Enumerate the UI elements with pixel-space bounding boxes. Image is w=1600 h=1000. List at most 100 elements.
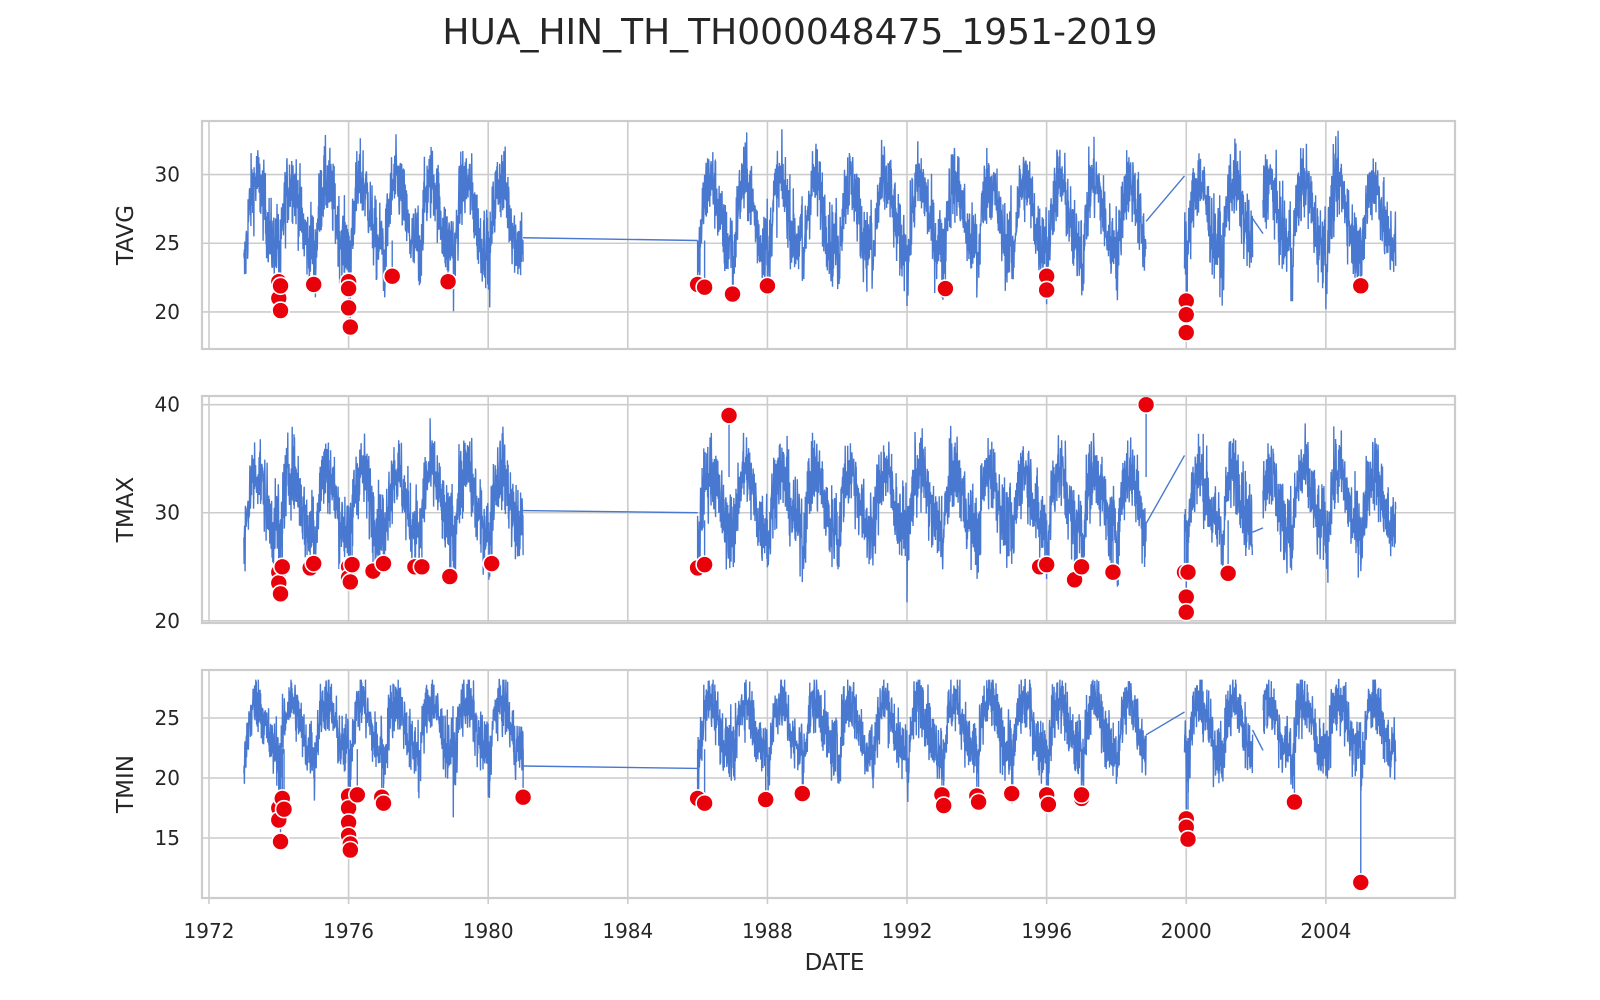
x-tick-label-1996: 1996 <box>1021 919 1072 943</box>
anomaly-point-tmin-14 <box>513 787 533 807</box>
anomaly-point-tmin-25 <box>1039 795 1058 814</box>
anomaly-point-tmax-13 <box>412 557 432 577</box>
anomaly-point-tavg-12 <box>695 277 714 297</box>
x-tick-label-1980: 1980 <box>463 919 514 943</box>
series-segment-tavg-1 <box>696 129 1147 307</box>
anomaly-point-tmin-22 <box>969 792 988 812</box>
anomaly-point-tmax-29 <box>1218 563 1238 583</box>
anomaly-point-tmin-27 <box>1072 785 1091 805</box>
series-bridge-tmin-0 <box>523 765 698 770</box>
anomaly-point-tmin-2 <box>271 832 290 851</box>
series-segment-tavg-3 <box>1262 130 1397 310</box>
anomaly-point-tavg-13 <box>723 284 742 304</box>
x-tick-label-2004: 2004 <box>1300 919 1351 943</box>
anomaly-point-tmax-22 <box>1072 557 1091 577</box>
anomaly-point-tmax-5 <box>304 554 323 573</box>
anomaly-point-tavg-19 <box>1176 305 1196 324</box>
anomaly-point-tmin-16 <box>695 793 714 813</box>
y-axis-label-tavg: TAVG <box>113 205 139 266</box>
series-bridge-tmax-2 <box>1252 527 1264 533</box>
series-bridge-tmax-1 <box>1145 455 1186 524</box>
panel-frame-tmin <box>200 668 1457 900</box>
anomaly-point-tmax-14 <box>440 567 460 586</box>
anomaly-point-tmax-17 <box>695 555 714 574</box>
series-bridge-tavg-1 <box>1145 175 1186 222</box>
series-tmax <box>243 404 1397 613</box>
x-tick-label-1976: 1976 <box>323 919 374 943</box>
anomaly-point-tmax-28 <box>1176 602 1196 622</box>
anomaly-point-tmax-8 <box>341 572 360 592</box>
x-tick-label-2000: 2000 <box>1161 919 1212 943</box>
anomaly-point-tmin-23 <box>1002 784 1022 803</box>
series-segment-tmax-1 <box>696 425 1147 603</box>
anomaly-point-tavg-8 <box>341 317 360 337</box>
anomaly-point-tmax-26 <box>1178 562 1198 582</box>
series-segment-tmin-3 <box>1262 678 1397 791</box>
anomaly-point-tmax-3 <box>272 557 292 577</box>
y-tick-label-25: 25 <box>155 706 180 730</box>
series-segment-tmax-3 <box>1262 423 1397 583</box>
anomaly-point-tavg-4 <box>304 275 323 294</box>
y-tick-label-25: 25 <box>155 231 180 255</box>
anomaly-point-tmin-32 <box>1351 873 1371 892</box>
y-axis-label-tmax: TMAX <box>113 477 139 544</box>
anomaly-point-tmin-13 <box>374 793 393 813</box>
anomaly-point-tmin-11 <box>348 785 367 805</box>
x-axis-label: DATE <box>805 950 865 976</box>
series-bridge-tmin-2 <box>1251 729 1264 751</box>
anomaly-point-tavg-10 <box>438 272 458 291</box>
series-tavg <box>243 129 1397 333</box>
panel-tavg: 20 25 30 TAVG <box>113 119 1457 351</box>
anomaly-point-tavg-21 <box>1351 276 1371 296</box>
anomaly-point-tmin-30 <box>1178 829 1198 849</box>
anomaly-point-tavg-17 <box>1037 280 1056 300</box>
x-tick-label-1988: 1988 <box>742 919 793 943</box>
anomaly-point-tmin-10 <box>341 840 360 860</box>
anomaly-point-tmin-20 <box>934 796 953 815</box>
series-segment-tavg-2 <box>1183 138 1254 306</box>
anomaly-point-tmax-9 <box>342 555 362 574</box>
anomaly-point-tmax-18 <box>719 406 739 425</box>
series-bridge-tmax-0 <box>523 509 698 514</box>
series-segment-tavg-0 <box>243 134 524 312</box>
y-tick-label-15: 15 <box>155 826 180 850</box>
y-tick-label-20: 20 <box>155 300 180 324</box>
y-tick-label-30: 30 <box>155 501 180 525</box>
anomaly-point-tmax-20 <box>1037 555 1056 574</box>
anomaly-point-tmin-31 <box>1285 792 1304 812</box>
panel-tmin: 15 20 25 TMIN 1972 1976 1980 1984 1988 1992 1996 20… <box>113 668 1457 976</box>
series-segment-tmin-2 <box>1183 679 1254 806</box>
anomaly-point-tmax-11 <box>374 554 393 573</box>
anomaly-point-tavg-20 <box>1176 323 1196 342</box>
anomaly-point-tavg-15 <box>936 279 955 298</box>
series-tmin <box>243 678 1397 883</box>
x-tick-label-1984: 1984 <box>602 919 653 943</box>
anomaly-point-tavg-7 <box>339 298 358 318</box>
anomaly-point-tmin-4 <box>274 799 294 819</box>
x-tick-label-1992: 1992 <box>882 919 933 943</box>
anomaly-point-tavg-14 <box>758 276 777 296</box>
series-bridge-tmin-1 <box>1145 711 1185 736</box>
series-bridge-tavg-2 <box>1251 218 1264 235</box>
anomaly-point-tavg-2 <box>271 301 290 320</box>
series-segment-tmin-1 <box>696 678 1147 804</box>
y-tick-label-20: 20 <box>155 766 180 790</box>
y-tick-label-20: 20 <box>155 609 180 633</box>
anomaly-point-tavg-6 <box>339 279 358 298</box>
figure-title: HUA_HIN_TH_TH000048475_1951-2019 <box>442 12 1158 53</box>
anomaly-point-tmax-15 <box>482 554 501 573</box>
anomaly-point-tavg-9 <box>382 266 402 286</box>
anomaly-point-tmax-23 <box>1103 562 1123 582</box>
anomaly-point-tavg-3 <box>271 276 290 296</box>
y-tick-label-40: 40 <box>155 393 180 417</box>
anomaly-point-tmax-24 <box>1136 395 1156 414</box>
series-segment-tmax-2 <box>1183 433 1254 580</box>
anomaly-point-tmin-17 <box>756 790 775 809</box>
anomaly-point-tmax-2 <box>271 584 290 604</box>
y-axis-label-tmin: TMIN <box>113 755 139 814</box>
panel-frame-tmax <box>200 394 1457 625</box>
panel-tmax: 20 30 40 TMAX <box>113 393 1457 633</box>
anomaly-point-tmin-18 <box>793 784 812 803</box>
